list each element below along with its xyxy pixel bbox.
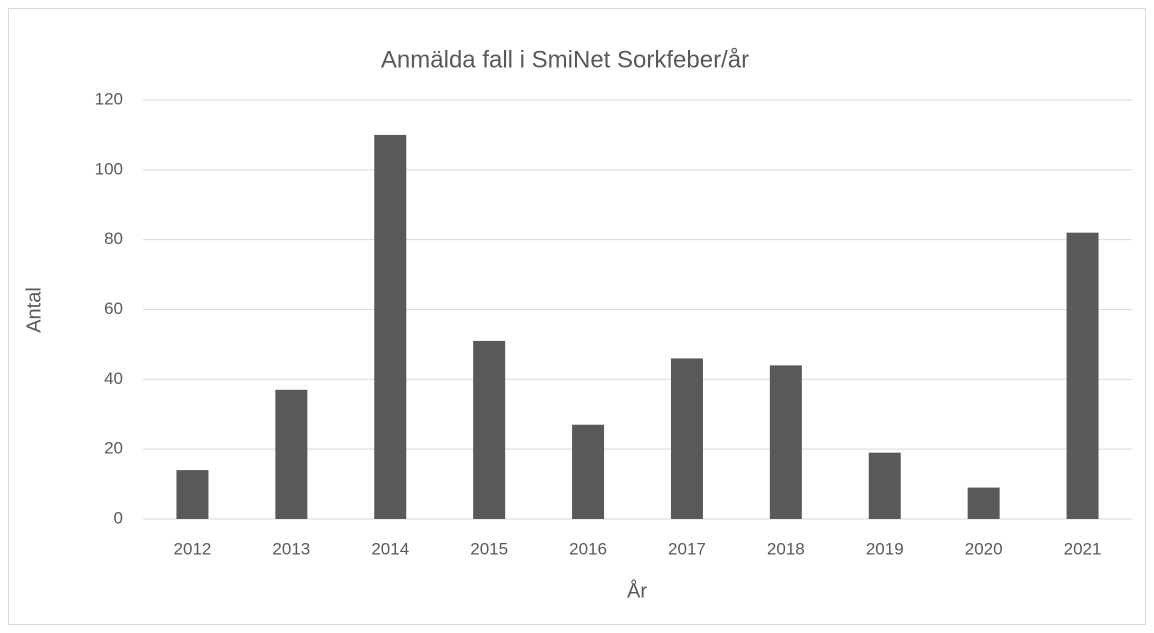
x-tick-label: 2017 — [668, 539, 706, 558]
bar — [275, 389, 308, 519]
y-tick-label: 0 — [114, 508, 123, 527]
x-axis-title: År — [627, 579, 647, 602]
bar — [967, 487, 1000, 519]
y-tick-label: 60 — [104, 299, 123, 318]
x-tick-label: 2016 — [569, 539, 607, 558]
bar — [670, 358, 703, 519]
chart-title: Anmälda fall i SmiNet Sorkfeber/år — [381, 46, 749, 73]
bar — [1066, 232, 1099, 519]
y-tick-label: 80 — [104, 229, 123, 248]
x-tick-label: 2013 — [272, 539, 310, 558]
x-tick-label: 2020 — [965, 539, 1003, 558]
y-axis-title: Antal — [23, 287, 45, 333]
y-tick-label: 20 — [104, 439, 123, 458]
bar — [572, 424, 605, 519]
x-tick-label: 2015 — [470, 539, 508, 558]
bar — [374, 134, 407, 519]
x-tick-label: 2018 — [767, 539, 805, 558]
bar — [176, 470, 209, 519]
x-tick-label: 2012 — [174, 539, 212, 558]
y-tick-label: 100 — [95, 159, 123, 178]
bar — [473, 340, 506, 519]
x-tick-label: 2021 — [1064, 539, 1102, 558]
x-tick-label: 2014 — [371, 539, 409, 558]
x-tick-label: 2019 — [866, 539, 904, 558]
bar — [868, 452, 901, 519]
chart-border — [8, 8, 1146, 625]
y-tick-label: 120 — [95, 89, 123, 108]
y-tick-label: 40 — [104, 369, 123, 388]
bar — [769, 365, 802, 519]
